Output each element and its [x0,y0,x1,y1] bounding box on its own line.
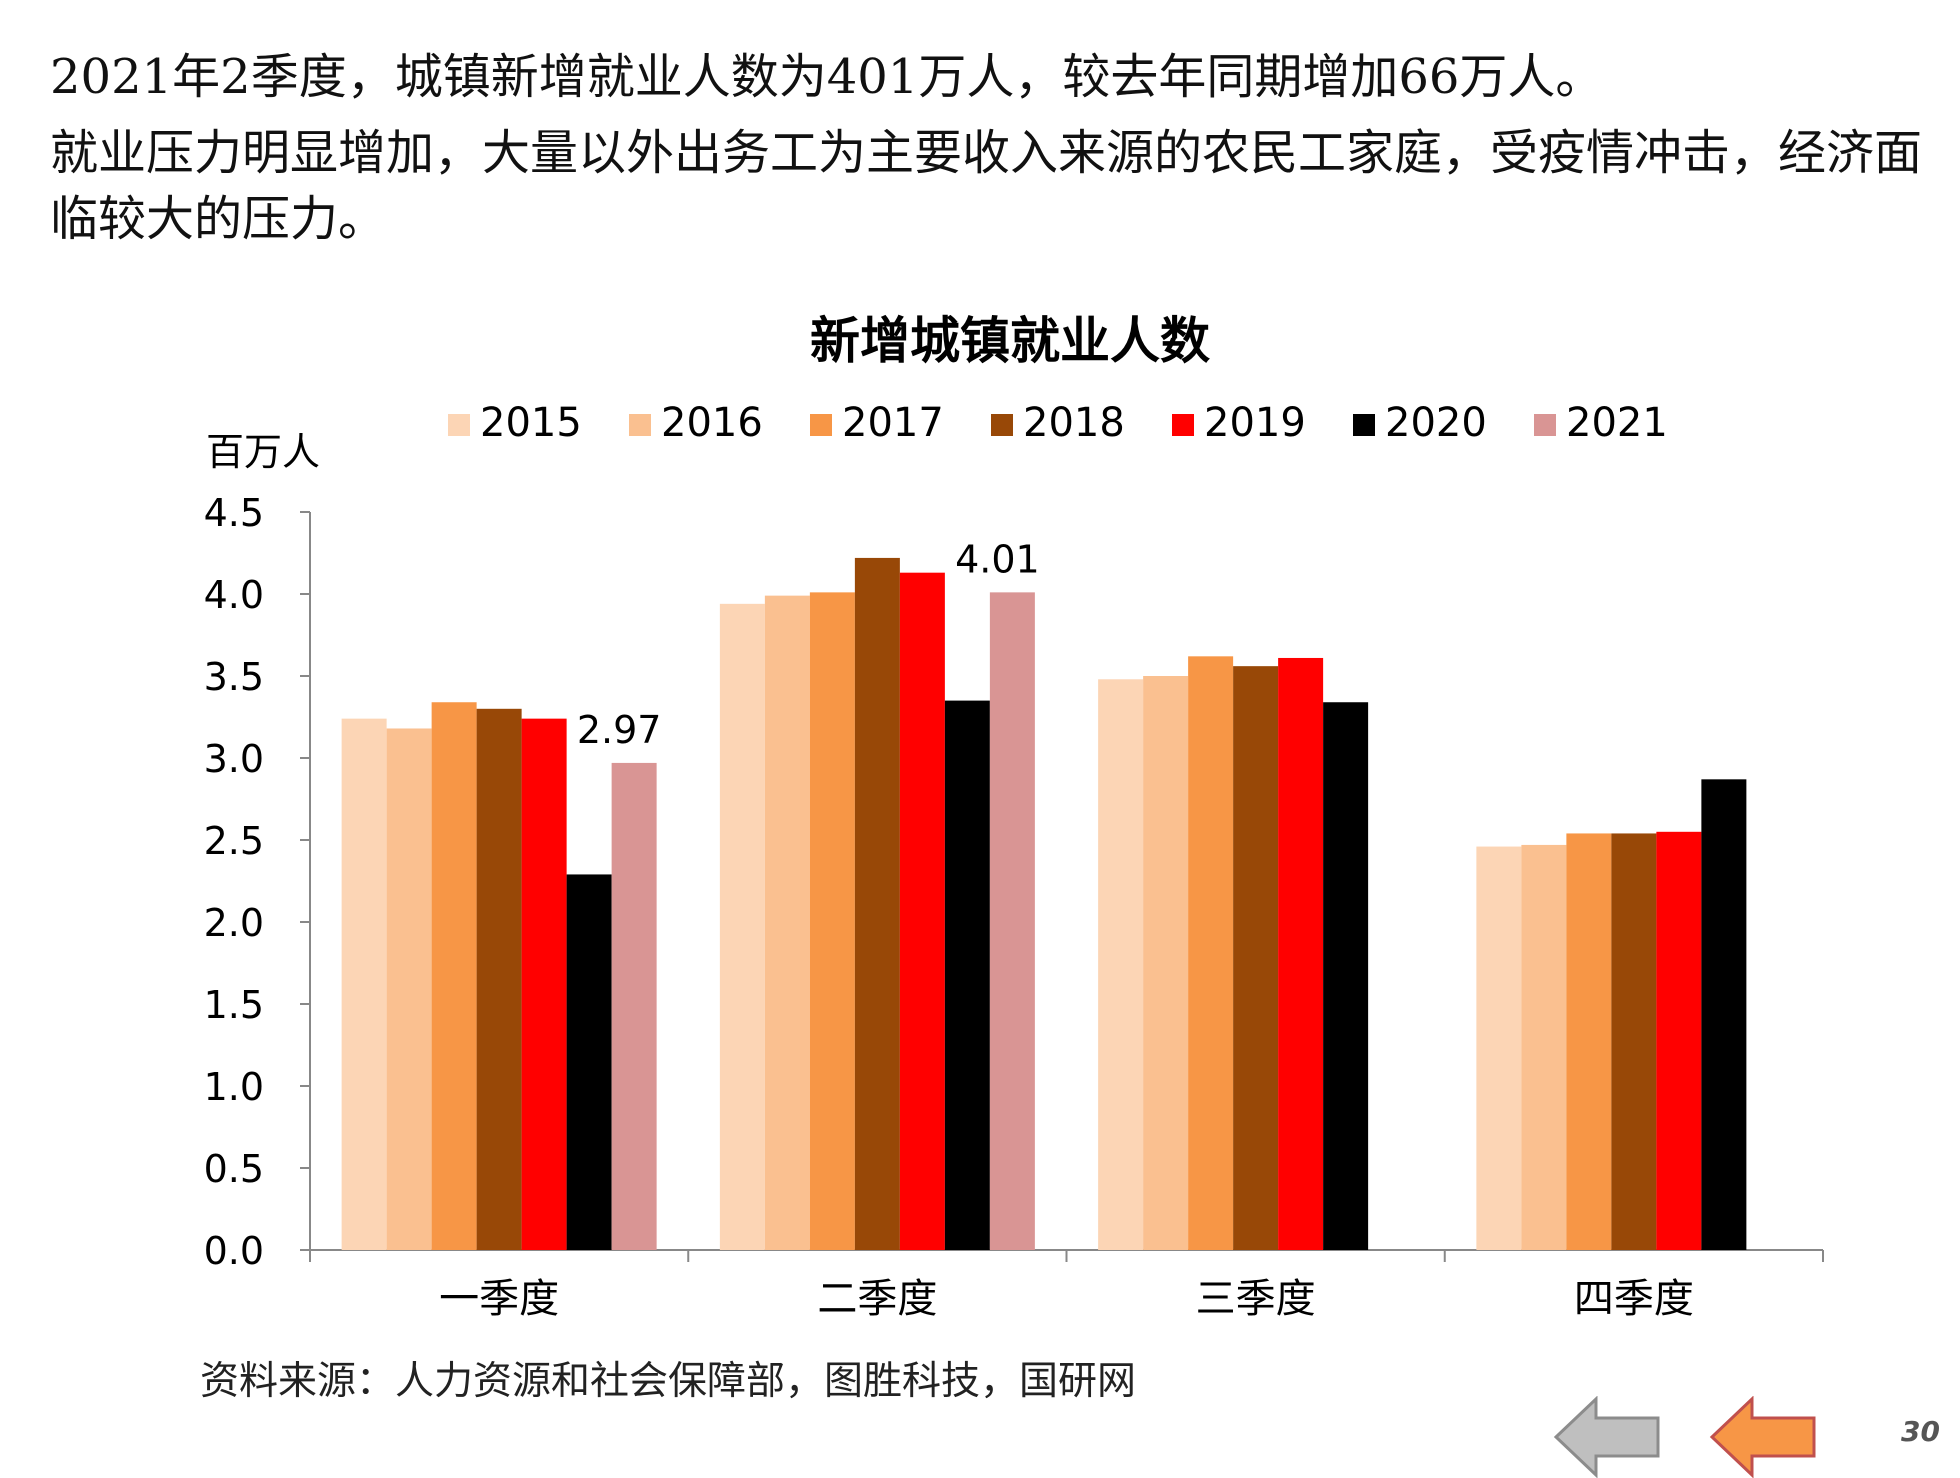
bar-2019-3 [1278,657,1324,1250]
bar-2016-4 [1521,844,1567,1250]
bar-2020-2 [944,700,990,1250]
source-note: 资料来源：人力资源和社会保障部，图胜科技，国研网 [200,1359,1137,1404]
legend-label: 2017 [842,400,944,446]
legend-swatch [1534,414,1556,436]
y-tick-label: 3.0 [204,737,264,781]
y-tick-label: 2.5 [204,819,264,863]
bar-2021-2 [989,592,1035,1250]
y-tick-label: 4.5 [204,491,264,535]
y-tick-label: 0.0 [204,1229,264,1273]
bar-2018-2 [854,557,900,1250]
bar-2015-1 [341,718,387,1250]
bar-2016-3 [1143,676,1189,1250]
bar-2017-1 [431,702,477,1250]
bar-2015-4 [1476,846,1522,1250]
left-arrow-icon [1553,1396,1660,1478]
x-tick-label: 二季度 [817,1276,937,1322]
x-axis: 一季度 二季度 三季度 四季度 [309,1249,1824,1322]
y-tick-label: 2.0 [204,901,264,945]
legend-swatch [448,414,470,436]
bar-2020-3 [1323,702,1369,1250]
x-tick-label: 一季度 [439,1276,559,1322]
legend-label: 2018 [1023,400,1125,446]
legend-swatch [1353,414,1375,436]
bar-2016-2 [764,595,810,1250]
legend: 2015 2016 2017 2018 2019 2020 2021 [448,400,1668,446]
previous-page-button[interactable] [1552,1396,1664,1478]
bar-2015-3 [1098,679,1144,1250]
bar-2021-1 [611,762,657,1250]
bar-2020-1 [566,874,612,1250]
bar-2019-1 [521,718,567,1250]
bar-2020-4 [1701,779,1747,1250]
legend-item-2019: 2019 [1172,400,1306,446]
annotations: 2.97 4.01 [577,537,1040,752]
bar-2017-4 [1566,833,1612,1250]
data-label: 4.01 [955,537,1040,581]
y-tick-label: 1.5 [204,983,264,1027]
headline-line-2: 就业压力明显增加，大量以外出务工为主要收入来源的农民工家庭，受疫情冲击，经济面临… [50,125,1923,247]
legend-item-2017: 2017 [810,400,944,446]
y-tick-label: 4.0 [204,573,264,617]
legend-label: 2015 [480,400,582,446]
bar-2018-4 [1611,833,1657,1250]
bar-2015-2 [719,603,765,1250]
legend-item-2018: 2018 [991,400,1125,446]
y-tick-label: 1.0 [204,1065,264,1109]
bar-2017-3 [1188,656,1234,1250]
bar-2016-1 [386,728,432,1250]
legend-swatch [991,414,1013,436]
legend-label: 2019 [1204,400,1306,446]
bar-2019-2 [899,572,945,1250]
legend-label: 2020 [1385,400,1487,446]
legend-label: 2016 [661,400,763,446]
x-tick-label: 四季度 [1574,1276,1694,1322]
legend-item-2021: 2021 [1534,400,1668,446]
bar-2019-4 [1656,831,1702,1250]
legend-swatch [629,414,651,436]
chart-title: 新增城镇就业人数 [810,312,1210,370]
page-number: 30 [1901,1415,1940,1448]
legend-label: 2021 [1566,400,1668,446]
y-tick-label: 0.5 [204,1147,264,1191]
bar-2017-2 [809,592,855,1250]
legend-item-2015: 2015 [448,400,582,446]
legend-swatch [1172,414,1194,436]
y-axis: 0.0 0.5 1.0 1.5 2.0 2.5 3.0 3.5 4.0 4.5 [204,491,311,1273]
bar-2018-3 [1233,666,1279,1250]
bars [341,557,1747,1250]
x-tick-label: 三季度 [1196,1276,1316,1322]
legend-swatch [810,414,832,436]
data-label: 2.97 [577,708,662,752]
left-arrow-icon [1709,1396,1816,1478]
headline-line-1: 2021年2季度，城镇新增就业人数为401万人，较去年同期增加66万人。 [50,49,1604,105]
legend-item-2020: 2020 [1353,400,1487,446]
next-page-button[interactable] [1708,1396,1820,1478]
bar-2018-1 [476,708,522,1250]
y-axis-unit-label: 百万人 [206,430,320,474]
y-tick-label: 3.5 [204,655,264,699]
legend-item-2016: 2016 [629,400,763,446]
